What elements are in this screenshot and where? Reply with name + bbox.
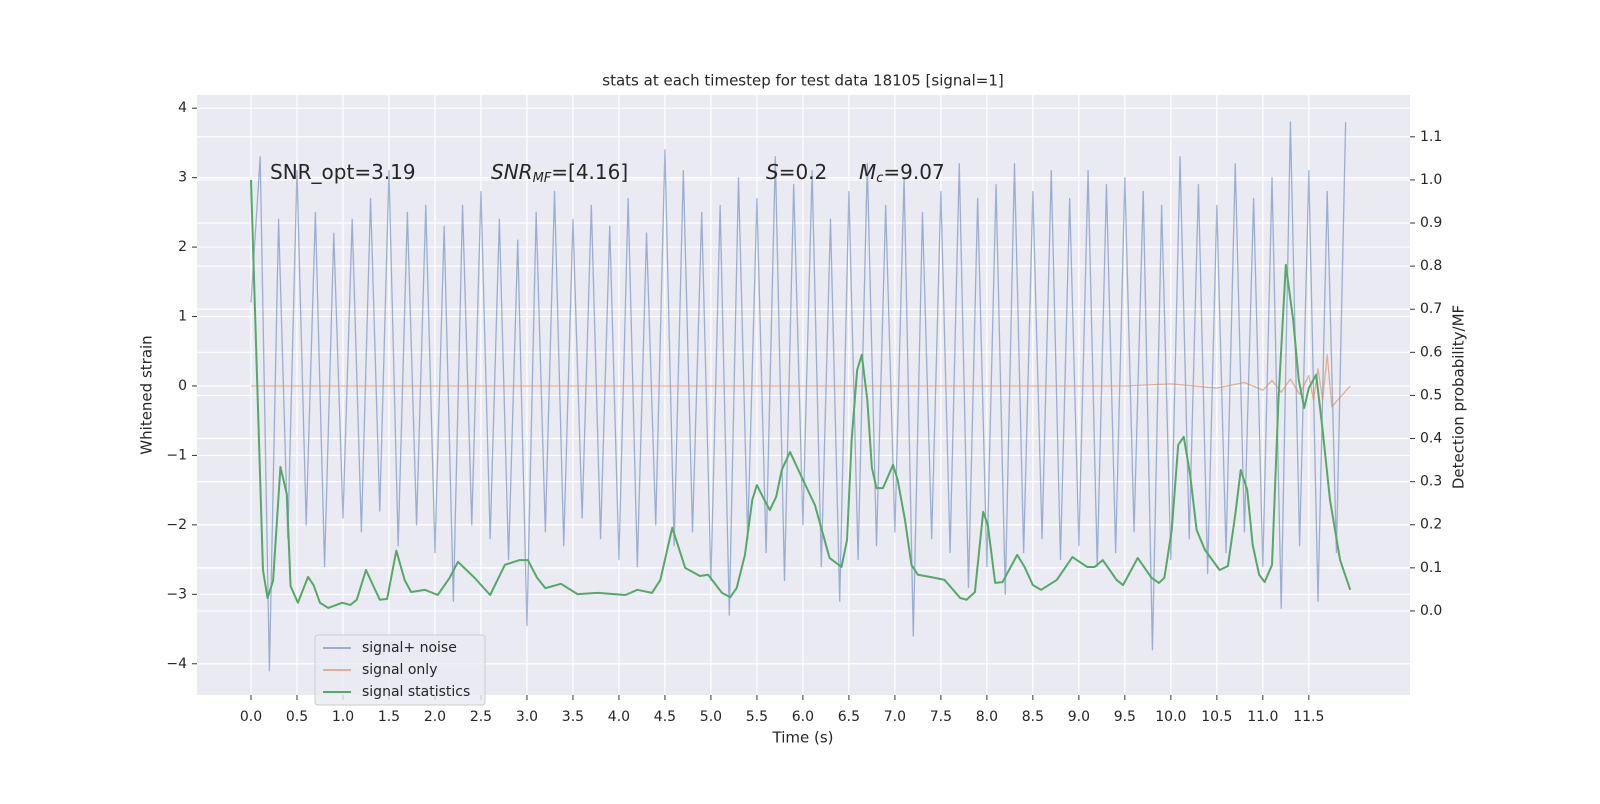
annotation: Mc=9.07 xyxy=(859,160,945,186)
legend-label: signal+ noise xyxy=(362,640,457,656)
x-tick-label: 8.5 xyxy=(1022,709,1044,725)
x-tick-label: 4.5 xyxy=(654,709,676,725)
annotation: SNR_opt=3.19 xyxy=(270,160,416,184)
x-tick-label: 3.0 xyxy=(516,709,538,725)
y2-tick-label: 0.1 xyxy=(1420,560,1442,576)
annotation-main: M xyxy=(859,160,876,184)
y-tick-label: 1 xyxy=(178,309,187,325)
y2-axis-label: Detection probability/MF xyxy=(1450,305,1468,489)
x-tick-label: 9.5 xyxy=(1114,709,1136,725)
y2-tick-label: 1.0 xyxy=(1420,172,1442,188)
y-tick-label: −1 xyxy=(166,447,187,463)
y2-tick-label: 0.4 xyxy=(1420,431,1442,447)
y-tick-label: 4 xyxy=(178,100,187,116)
x-tick-label: 5.0 xyxy=(700,709,722,725)
y2-tick-label: 1.1 xyxy=(1420,129,1442,145)
x-tick-label: 4.0 xyxy=(608,709,630,725)
y2-tick-label: 0.3 xyxy=(1420,474,1442,490)
legend-label: signal statistics xyxy=(362,684,470,700)
x-tick-label: 1.0 xyxy=(332,709,354,725)
x-tick-label: 5.5 xyxy=(746,709,768,725)
chart-title: stats at each timestep for test data 181… xyxy=(602,72,1003,90)
x-tick-label: 0.0 xyxy=(240,709,262,725)
y2-tick-label: 0.2 xyxy=(1420,517,1442,533)
x-tick-label: 9.0 xyxy=(1068,709,1090,725)
x-tick-label: 11.0 xyxy=(1247,709,1278,725)
y-tick-label: 0 xyxy=(178,378,187,394)
x-tick-label: 6.0 xyxy=(792,709,814,725)
y-axis-label: Whitened strain xyxy=(138,335,156,454)
legend-box xyxy=(314,634,486,706)
x-tick-label: 10.0 xyxy=(1155,709,1186,725)
x-tick-label: 7.0 xyxy=(884,709,906,725)
series-line xyxy=(250,354,1351,408)
x-tick-label: 10.5 xyxy=(1201,709,1232,725)
legend-label: signal only xyxy=(362,662,437,678)
x-tick-label: 3.5 xyxy=(562,709,584,725)
annotation-main: SNR_opt=3.19 xyxy=(270,160,416,184)
marks xyxy=(249,121,1352,672)
y2-tick-label: 0.8 xyxy=(1420,258,1442,274)
x-tick-label: 1.5 xyxy=(378,709,400,725)
x-tick-label: 2.5 xyxy=(470,709,492,725)
series-line xyxy=(250,121,1347,672)
y-tick-label: 2 xyxy=(178,239,187,255)
overlay: SNR_opt=3.19 SNRMF=[4.16] S=0.2 Mc=9.07 sign… xyxy=(270,160,945,706)
x-tick-label: 11.5 xyxy=(1293,709,1324,725)
x-tick-label: 0.5 xyxy=(286,709,308,725)
y-tick-label: 3 xyxy=(178,170,187,186)
annotation: S=0.2 xyxy=(766,160,827,184)
series-line xyxy=(249,179,1352,609)
x-tick-label: 7.5 xyxy=(930,709,952,725)
annotation-sub: MF xyxy=(533,171,552,186)
x-tick-label: 2.0 xyxy=(424,709,446,725)
y-tick-label: −2 xyxy=(166,517,187,533)
annotation-sub: c xyxy=(876,171,883,186)
x-tick-label: 6.5 xyxy=(838,709,860,725)
y2-tick-label: 0.0 xyxy=(1420,603,1442,619)
y2-tick-label: 0.9 xyxy=(1420,215,1442,231)
annotation-main: SNR xyxy=(491,160,533,184)
annotation: SNRMF=[4.16] xyxy=(491,160,628,186)
annotation-rest: =[4.16] xyxy=(551,160,628,184)
x-tick-label: 8.0 xyxy=(976,709,998,725)
y2-tick-label: 0.5 xyxy=(1420,387,1442,403)
annotation-rest: =0.2 xyxy=(779,160,828,184)
y2-tick-label: 0.7 xyxy=(1420,301,1442,317)
annotation-rest: =9.07 xyxy=(883,160,944,184)
y-tick-label: −4 xyxy=(166,656,187,672)
y-tick-label: −3 xyxy=(166,586,187,602)
x-axis-label: Time (s) xyxy=(772,729,834,747)
annotation-main: S xyxy=(766,160,779,184)
y2-tick-label: 0.6 xyxy=(1420,344,1442,360)
